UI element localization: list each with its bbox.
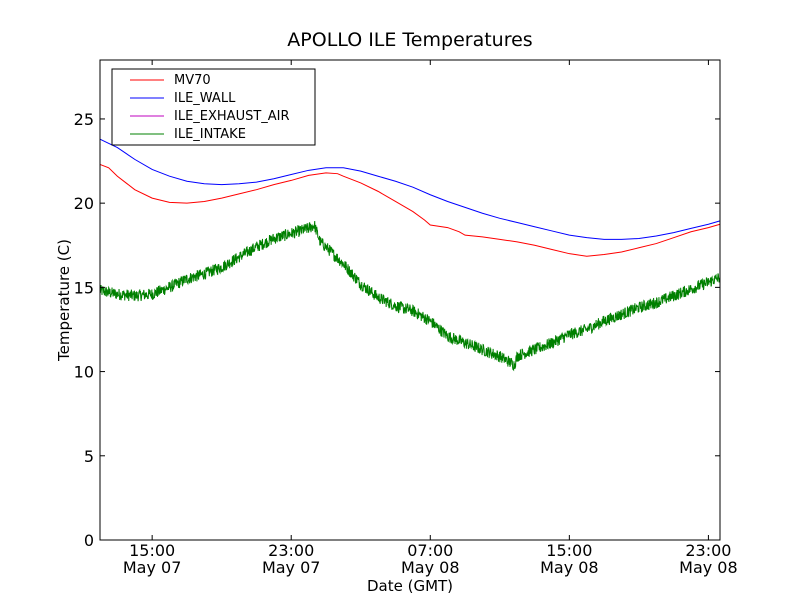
- plot-lines: [99, 138, 721, 372]
- x-tick-date-label: May 07: [262, 558, 321, 577]
- series-line-ile-intake: [99, 220, 721, 372]
- x-tick-time-label: 23:00: [685, 541, 731, 560]
- legend: MV70 ILE_WALL ILE_EXHAUST_AIR ILE_INTAKE: [111, 68, 316, 146]
- series-line-ile-wall: [99, 138, 721, 240]
- y-tick-label: 5: [84, 447, 94, 466]
- y-axis-label: Temperature (C): [55, 239, 73, 362]
- x-tick-time-label: 23:00: [268, 541, 314, 560]
- x-tick-time-label: 15:00: [129, 541, 175, 560]
- legend-label: ILE_WALL: [174, 91, 236, 106]
- plot-frame: [99, 59, 721, 541]
- chart-title: APOLLO ILE Temperatures: [287, 29, 532, 51]
- legend-label: ILE_INTAKE: [174, 127, 246, 142]
- y-tick-label: 10: [74, 363, 94, 382]
- legend-label: MV70: [174, 73, 211, 88]
- legend-box: [111, 68, 316, 146]
- series-line-mv70: [99, 163, 721, 257]
- x-tick-date-label: May 08: [679, 558, 738, 577]
- x-axis-label: Date (GMT): [367, 577, 453, 595]
- x-tick-date-label: May 08: [540, 558, 599, 577]
- y-tick-label: 0: [84, 531, 94, 550]
- y-tick-label: 15: [74, 278, 94, 297]
- y-axis: 0 5 10 15 20 25: [74, 110, 720, 550]
- x-tick-date-label: May 07: [123, 558, 182, 577]
- x-tick-time-label: 15:00: [546, 541, 592, 560]
- legend-label: ILE_EXHAUST_AIR: [174, 109, 290, 124]
- y-tick-label: 25: [74, 110, 94, 129]
- x-tick-time-label: 07:00: [407, 541, 453, 560]
- x-tick-date-label: May 08: [401, 558, 460, 577]
- y-tick-label: 20: [74, 194, 94, 213]
